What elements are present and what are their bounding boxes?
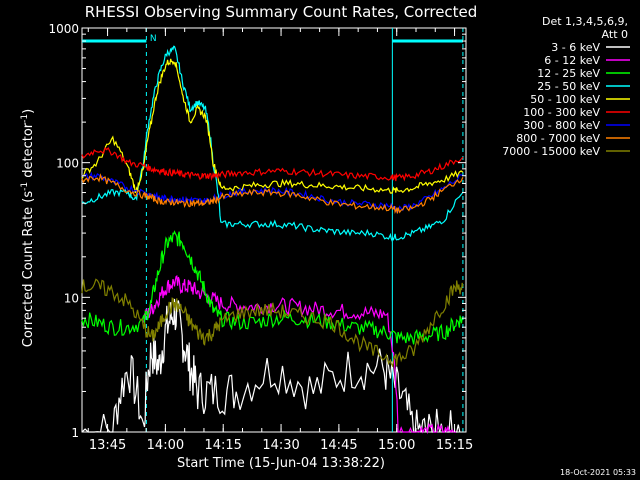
y-axis-label-part-3: ): [21, 109, 36, 114]
y-tick-label: 1000: [48, 22, 79, 36]
chart-title: RHESSI Observing Summary Count Rates, Co…: [85, 3, 478, 21]
series-line-1: [81, 298, 461, 433]
y-tick-label: 10: [64, 291, 79, 305]
series-line-6: [81, 146, 464, 182]
x-tick-label: 15:00: [378, 438, 415, 453]
y-axis: 1 10 100 1000: [48, 22, 466, 440]
y-axis-label-part-1: Corrected Count Rate (s: [21, 191, 36, 348]
x-tick-label: 13:45: [89, 438, 126, 453]
legend-label: 7000 - 15000 keV: [502, 145, 600, 158]
y-axis-label-exponent-1: -1: [20, 182, 30, 191]
legend-label: 800 - 7000 keV: [516, 132, 600, 145]
x-tick-label: 14:45: [320, 438, 357, 453]
y-tick-label: 100: [56, 157, 79, 171]
series-line-3: [81, 230, 464, 345]
x-tick-label: 14:30: [262, 438, 299, 453]
y-axis-label-exponent-2: -1: [20, 114, 30, 123]
night-marker-label: N: [150, 34, 157, 44]
legend-label: 25 - 50 keV: [537, 80, 600, 93]
x-tick-label: 15:15: [436, 438, 473, 453]
x-tick-label: 14:00: [147, 438, 184, 453]
plot-area: N: [81, 27, 467, 435]
legend-label: 12 - 25 keV: [537, 67, 600, 80]
series-line-8: [81, 173, 464, 214]
x-axis-label: Start Time (15-Jun-04 13:38:22): [177, 456, 385, 471]
series-line-9: [81, 278, 464, 367]
legend-label: 3 - 6 keV: [551, 41, 600, 54]
plot-frame: [81, 27, 467, 433]
x-tick-label: 14:15: [204, 438, 241, 453]
y-axis-label-part-2: detector: [21, 122, 36, 182]
legend-label: 6 - 12 keV: [544, 54, 600, 67]
legend-header-line-2: Att 0: [602, 28, 628, 41]
y-tick-label: 1: [71, 426, 79, 440]
y-axis-label: Corrected Count Rate (s-1 detector-1): [20, 109, 36, 347]
date-stamp: 18-Oct-2021 05:33: [560, 468, 636, 477]
series-line-4: [81, 45, 464, 243]
legend-label: 300 - 800 keV: [523, 119, 600, 132]
legend-label: 100 - 300 keV: [523, 106, 600, 119]
series-line-7: [81, 171, 464, 213]
x-axis: 13:45 14:00 14:15 14:30 14:45 15:00 15:15: [87, 28, 473, 453]
legend-label: 50 - 100 keV: [530, 93, 600, 106]
legend-header-line-1: Det 1,3,4,5,6,9,: [542, 15, 628, 28]
